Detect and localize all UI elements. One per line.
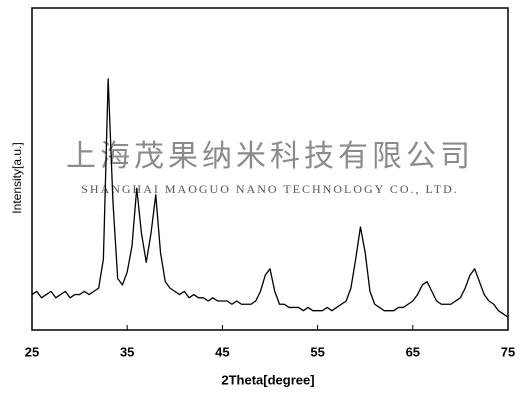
- x-tick-label: 35: [120, 344, 134, 359]
- y-axis-label: Intensity[a.u.]: [10, 142, 24, 213]
- x-tick-label: 25: [25, 344, 39, 359]
- watermark-en: SHANGHAI MAOGUO NANO TECHNOLOGY CO., LTD…: [81, 182, 459, 196]
- x-tick-label: 55: [310, 344, 324, 359]
- x-tick-label: 75: [501, 344, 515, 359]
- x-tick-label: 45: [215, 344, 229, 359]
- x-axis-label: 2Theta[degree]: [221, 372, 314, 387]
- plot-frame: [31, 7, 509, 331]
- xrd-line: [31, 78, 509, 318]
- x-tick-label: 65: [406, 344, 420, 359]
- watermark: 上海茂果纳米科技有限公司: [66, 139, 474, 174]
